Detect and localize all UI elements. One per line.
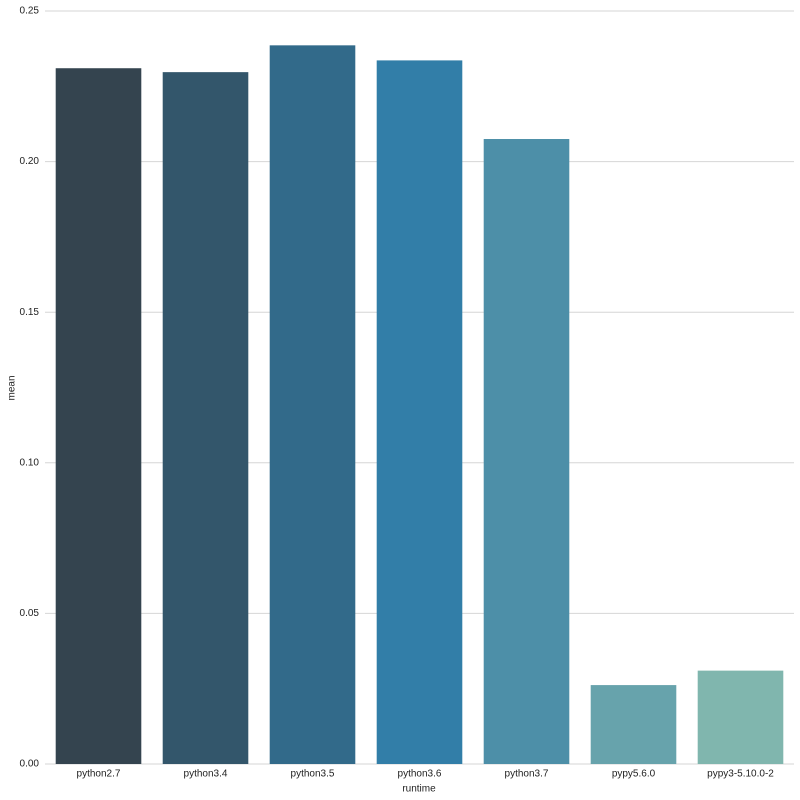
bar	[376, 60, 463, 765]
y-tick-label: 0.10	[20, 457, 40, 468]
y-tick-label: 0.15	[20, 307, 40, 318]
x-tick-label: python2.7	[77, 769, 121, 780]
y-tick-label: 0.05	[20, 608, 40, 619]
x-axis-label: runtime	[402, 784, 436, 795]
bar	[590, 685, 677, 764]
x-tick-label: python3.7	[505, 769, 549, 780]
x-tick-label: python3.5	[291, 769, 335, 780]
bar	[55, 68, 142, 764]
bar	[483, 139, 570, 764]
bar	[269, 45, 356, 765]
y-axis-label: mean	[7, 375, 18, 400]
y-tick-label: 0.00	[20, 759, 40, 770]
x-tick-label: python3.6	[398, 769, 442, 780]
x-tick-label: python3.4	[184, 769, 228, 780]
x-tick-label: pypy3-5.10.0-2	[707, 769, 774, 780]
y-tick-label: 0.20	[20, 156, 40, 167]
y-tick-label: 0.25	[20, 6, 40, 17]
bar	[162, 72, 249, 764]
bar	[697, 670, 784, 764]
x-tick-label: pypy5.6.0	[612, 769, 656, 780]
